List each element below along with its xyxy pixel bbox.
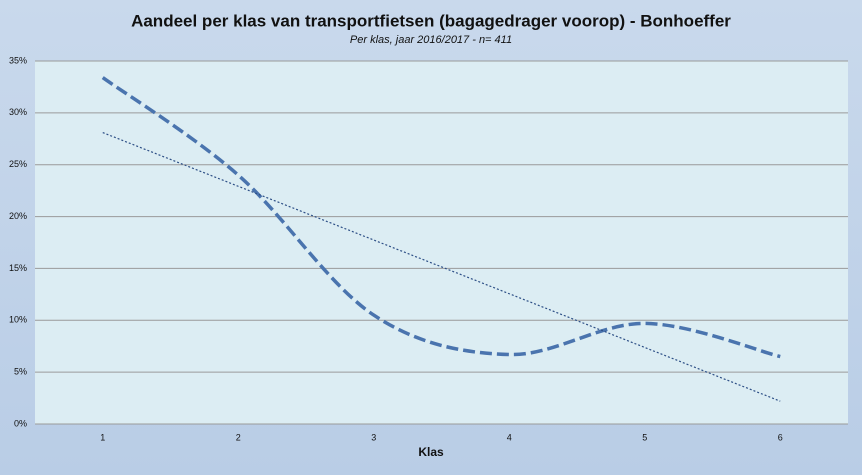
y-tick-label: 15% — [9, 263, 27, 273]
series-line — [101, 76, 781, 359]
y-tick-label: 30% — [9, 107, 27, 117]
x-axis-title: Klas — [418, 445, 444, 459]
x-tick-label: 5 — [642, 432, 647, 442]
trend-line — [102, 132, 781, 402]
y-tick-label: 10% — [9, 315, 27, 325]
x-tick-label: 1 — [100, 432, 105, 442]
y-tick-label: 5% — [14, 367, 27, 377]
x-tick-label: 6 — [778, 432, 783, 442]
y-tick-label: 20% — [9, 211, 27, 221]
plot-area — [35, 61, 848, 424]
x-tick-label: 3 — [371, 432, 376, 442]
y-tick-label: 35% — [9, 55, 27, 65]
y-tick-label: 0% — [14, 418, 27, 428]
x-tick-label: 4 — [507, 432, 512, 442]
chart-title: Aandeel per klas van transportfietsen (b… — [131, 11, 731, 30]
x-tick-label: 2 — [236, 432, 241, 442]
chart-subtitle: Per klas, jaar 2016/2017 - n= 411 — [350, 34, 512, 46]
y-tick-label: 25% — [9, 159, 27, 169]
